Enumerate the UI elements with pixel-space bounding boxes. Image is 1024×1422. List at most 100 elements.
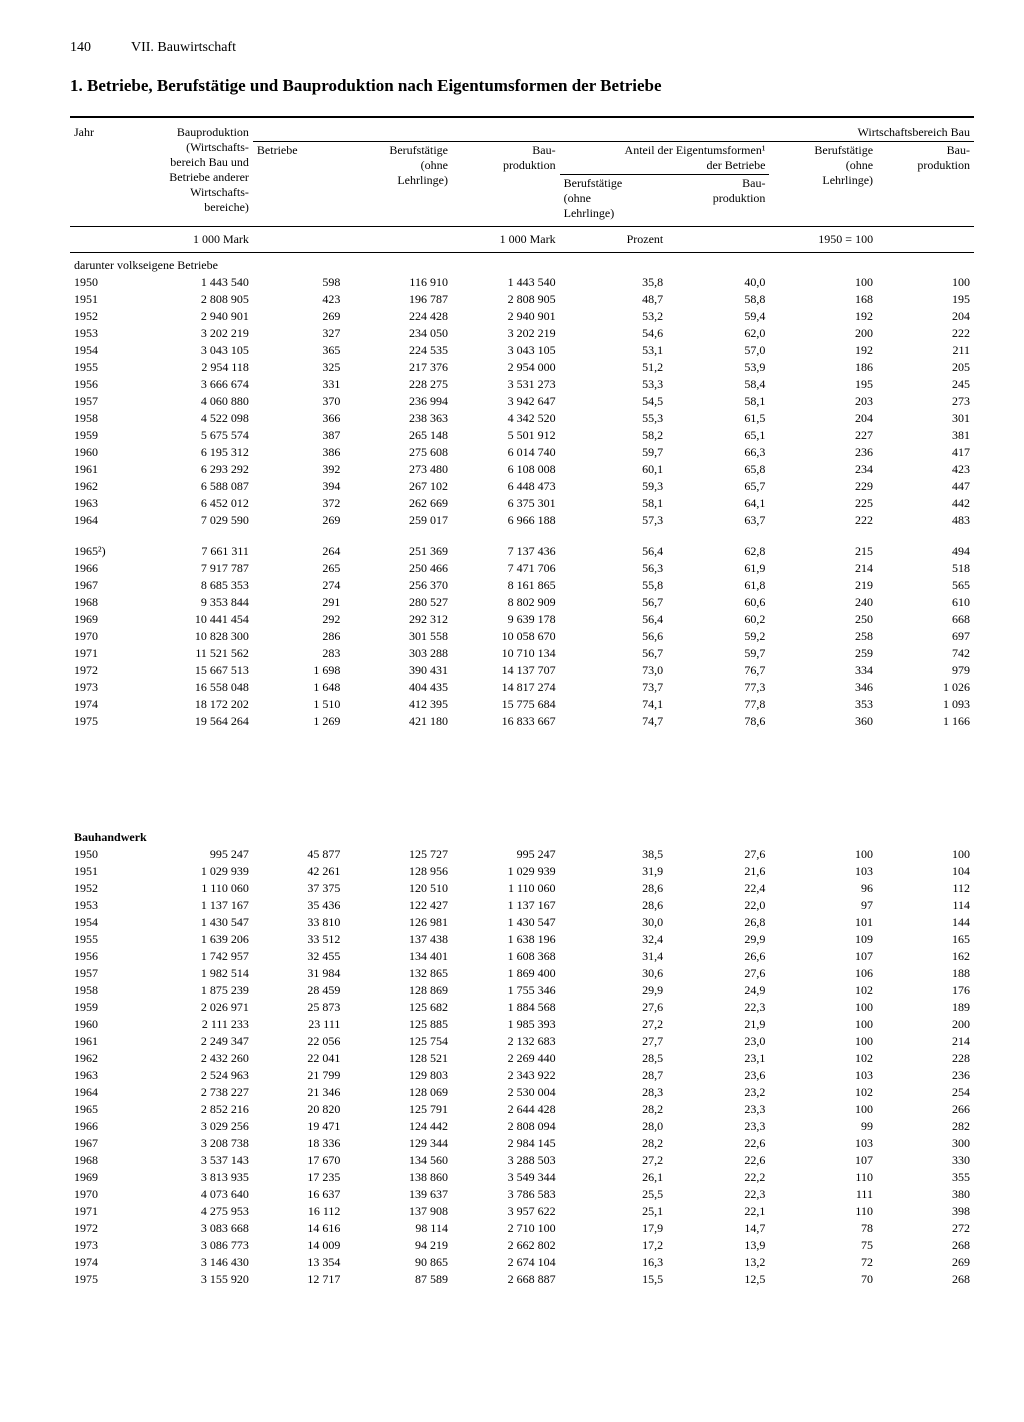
cell: 1975 bbox=[70, 713, 135, 730]
cell: 266 bbox=[877, 1101, 974, 1118]
cell: 370 bbox=[253, 393, 344, 410]
table-row: 19616 293 292392273 4806 108 00860,165,8… bbox=[70, 461, 974, 478]
cell: 125 754 bbox=[344, 1033, 452, 1050]
cell: 31 984 bbox=[253, 965, 344, 982]
cell: 58,4 bbox=[667, 376, 769, 393]
cell: 387 bbox=[253, 427, 344, 444]
cell: 2 343 922 bbox=[452, 1067, 560, 1084]
cell: 9 353 844 bbox=[135, 594, 253, 611]
cell: 1960 bbox=[70, 444, 135, 461]
cell: 128 069 bbox=[344, 1084, 452, 1101]
cell: 1965²) bbox=[70, 543, 135, 560]
cell: 76,7 bbox=[667, 662, 769, 679]
cell: 120 510 bbox=[344, 880, 452, 897]
cell: 53,3 bbox=[560, 376, 668, 393]
cell: 107 bbox=[769, 1152, 877, 1169]
cell: 15 667 513 bbox=[135, 662, 253, 679]
cell: 22,4 bbox=[667, 880, 769, 897]
cell: 1 093 bbox=[877, 696, 974, 713]
cell: 195 bbox=[769, 376, 877, 393]
cell: 2 852 216 bbox=[135, 1101, 253, 1118]
table-row: 19626 588 087394267 1026 448 47359,365,7… bbox=[70, 478, 974, 495]
cell: 2 738 227 bbox=[135, 1084, 253, 1101]
top-rule bbox=[70, 116, 974, 118]
cell: 28,5 bbox=[560, 1050, 668, 1067]
cell: 353 bbox=[769, 696, 877, 713]
cell: 268 bbox=[877, 1271, 974, 1288]
cell: 286 bbox=[253, 628, 344, 645]
cell: 1950 bbox=[70, 846, 135, 863]
cell: 1952 bbox=[70, 880, 135, 897]
cell: 74,1 bbox=[560, 696, 668, 713]
cell: 58,1 bbox=[667, 393, 769, 410]
cell: 16 558 048 bbox=[135, 679, 253, 696]
cell: 2 269 440 bbox=[452, 1050, 560, 1067]
cell: 129 803 bbox=[344, 1067, 452, 1084]
cell: 28,6 bbox=[560, 880, 668, 897]
cell: 979 bbox=[877, 662, 974, 679]
cell: 1958 bbox=[70, 982, 135, 999]
cell: 14 817 274 bbox=[452, 679, 560, 696]
cell: 94 219 bbox=[344, 1237, 452, 1254]
cell: 55,8 bbox=[560, 577, 668, 594]
cell: 15,5 bbox=[560, 1271, 668, 1288]
cell: 1974 bbox=[70, 696, 135, 713]
cell: 56,7 bbox=[560, 645, 668, 662]
cell: 219 bbox=[769, 577, 877, 594]
cell: 56,7 bbox=[560, 594, 668, 611]
cell: 211 bbox=[877, 342, 974, 359]
cell: 7 661 311 bbox=[135, 543, 253, 560]
cell: 292 312 bbox=[344, 611, 452, 628]
cell: 386 bbox=[253, 444, 344, 461]
cell: 22,3 bbox=[667, 1186, 769, 1203]
cell: 32 455 bbox=[253, 948, 344, 965]
cell: 1962 bbox=[70, 1050, 135, 1067]
cell: 100 bbox=[769, 1101, 877, 1118]
cell: 134 560 bbox=[344, 1152, 452, 1169]
cell: 8 802 909 bbox=[452, 594, 560, 611]
cell: 64,1 bbox=[667, 495, 769, 512]
cell: 137 438 bbox=[344, 931, 452, 948]
cell: 176 bbox=[877, 982, 974, 999]
cell: 102 bbox=[769, 1084, 877, 1101]
cell: 14 009 bbox=[253, 1237, 344, 1254]
cell: 3 208 738 bbox=[135, 1135, 253, 1152]
cell: 1972 bbox=[70, 662, 135, 679]
cell: 125 791 bbox=[344, 1101, 452, 1118]
mid-rule-2 bbox=[70, 252, 974, 253]
cell: 205 bbox=[877, 359, 974, 376]
cell: 412 395 bbox=[344, 696, 452, 713]
cell: 360 bbox=[769, 713, 877, 730]
cell: 1952 bbox=[70, 308, 135, 325]
cell: 51,2 bbox=[560, 359, 668, 376]
cell: 61,9 bbox=[667, 560, 769, 577]
cell: 6 452 012 bbox=[135, 495, 253, 512]
cell: 138 860 bbox=[344, 1169, 452, 1186]
cell: 128 956 bbox=[344, 863, 452, 880]
cell: 1965 bbox=[70, 1101, 135, 1118]
cell: 1 639 206 bbox=[135, 931, 253, 948]
cell: 3 155 920 bbox=[135, 1271, 253, 1288]
table-row: 19551 639 20633 512137 4381 638 19632,42… bbox=[70, 931, 974, 948]
cell: 22,2 bbox=[667, 1169, 769, 1186]
cell: 7 029 590 bbox=[135, 512, 253, 529]
cell: 128 869 bbox=[344, 982, 452, 999]
hdr-bauprod-p: Bau-produktion bbox=[667, 175, 769, 223]
table-row: 19595 675 574387265 1485 501 91258,265,1… bbox=[70, 427, 974, 444]
cell: 186 bbox=[769, 359, 877, 376]
cell: 59,2 bbox=[667, 628, 769, 645]
cell: 1967 bbox=[70, 1135, 135, 1152]
cell: 2 524 963 bbox=[135, 1067, 253, 1084]
cell: 1 608 368 bbox=[452, 948, 560, 965]
cell: 25 873 bbox=[253, 999, 344, 1016]
cell: 2 808 905 bbox=[135, 291, 253, 308]
table-row: 19533 202 219327234 0503 202 21954,662,0… bbox=[70, 325, 974, 342]
cell: 269 bbox=[253, 512, 344, 529]
cell: 1 648 bbox=[253, 679, 344, 696]
cell: 58,8 bbox=[667, 291, 769, 308]
cell: 2 954 118 bbox=[135, 359, 253, 376]
cell: 334 bbox=[769, 662, 877, 679]
cell: 2 808 094 bbox=[452, 1118, 560, 1135]
cell: 60,2 bbox=[667, 611, 769, 628]
cell: 17,9 bbox=[560, 1220, 668, 1237]
